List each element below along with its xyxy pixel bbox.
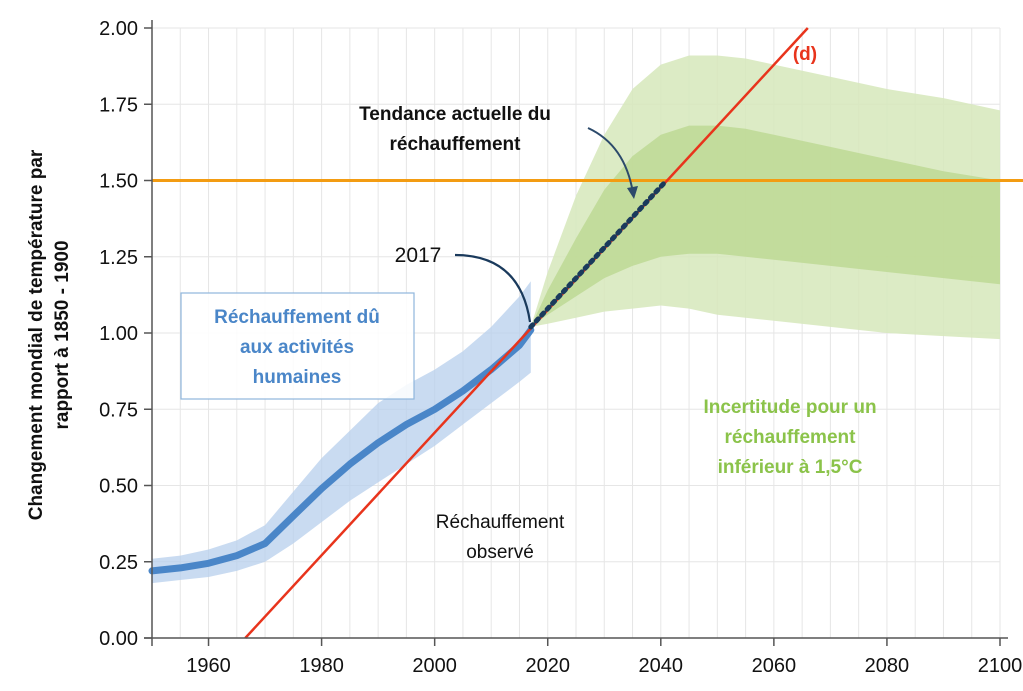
human-warming-box [180,292,415,400]
x-tick-label-2: 2000 [412,655,457,677]
y-axis-label-line-2: rapport à 1850 - 1900 [52,240,73,429]
year-2017-arrow [454,253,532,323]
y-tick-label-1: 0.25 [99,552,138,574]
y-axis-label-line-1: Changement mondial de température par [26,149,47,520]
y-tick-label-6: 1.50 [99,171,138,193]
x-tick-label-7: 2100 [978,655,1023,677]
axes-layer: 0.00 0.25 0.50 0.75 1.00 1.25 1.50 1.75 2.00 1960… [99,18,1022,677]
uncertainty-inner-band [530,125,1000,327]
lines-layer [148,27,1023,639]
x-tick-label-0: 1960 [186,655,231,677]
x-tick-label-4: 2040 [639,655,684,677]
y-tick-label-2: 0.50 [99,476,138,498]
y-tick-label-5: 1.25 [99,247,138,269]
uncertainty-label-3: inférieur à 1,5°C [718,457,863,478]
uncertainty-label-1: Incertitude pour un [703,397,876,418]
line-d [244,27,809,639]
observed-warming-label-2: observé [466,542,534,563]
x-tick-label-6: 2080 [865,655,910,677]
bands-layer [152,55,1000,584]
x-tick-label-1: 1980 [299,655,344,677]
y-tick-label-7: 1.75 [99,94,138,116]
y-tick-label-8: 2.00 [99,18,138,40]
y-tick-label-4: 1.00 [99,323,138,345]
line-d-label: (d) [793,44,817,65]
human-warming-label-3: humaines [253,367,342,388]
uncertainty-label-2: réchauffement [725,427,857,448]
trend-label-2: réchauffement [390,134,522,155]
y-tick-label-0: 0.00 [99,628,138,650]
x-tick-label-3: 2020 [525,655,570,677]
human-warming-label-1: Réchauffement dû [214,307,380,328]
y-tick-label-3: 0.75 [99,399,138,421]
year-2017-label: 2017 [395,244,442,267]
trend-label-1: Tendance actuelle du [359,104,551,125]
trend-arrow [587,127,634,194]
trend-dotted-line [528,178,669,330]
x-tick-label-5: 2060 [752,655,797,677]
human-warming-label-2: aux activités [240,337,354,358]
observed-warming-label-1: Réchauffement [436,512,565,533]
trend-arrow-head [627,186,638,199]
human-warming-line [148,326,535,575]
